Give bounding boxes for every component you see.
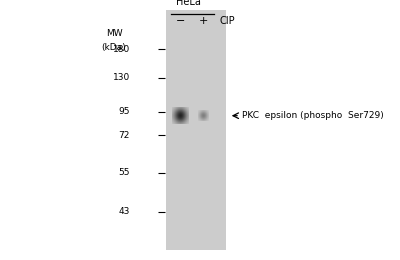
Bar: [166, 10, 226, 250]
Text: (kDa): (kDa): [102, 43, 126, 52]
Text: MW: MW: [106, 29, 122, 38]
Text: HeLa: HeLa: [176, 0, 201, 7]
Text: 55: 55: [118, 168, 130, 177]
Text: +: +: [198, 16, 208, 26]
Text: PKC  epsilon (phospho  Ser729): PKC epsilon (phospho Ser729): [242, 111, 384, 120]
Text: 130: 130: [113, 74, 130, 82]
Text: CIP: CIP: [219, 16, 235, 26]
Text: 72: 72: [119, 131, 130, 140]
Text: −: −: [176, 16, 186, 26]
Text: 95: 95: [118, 107, 130, 116]
Text: 180: 180: [113, 45, 130, 54]
Text: 43: 43: [119, 207, 130, 216]
